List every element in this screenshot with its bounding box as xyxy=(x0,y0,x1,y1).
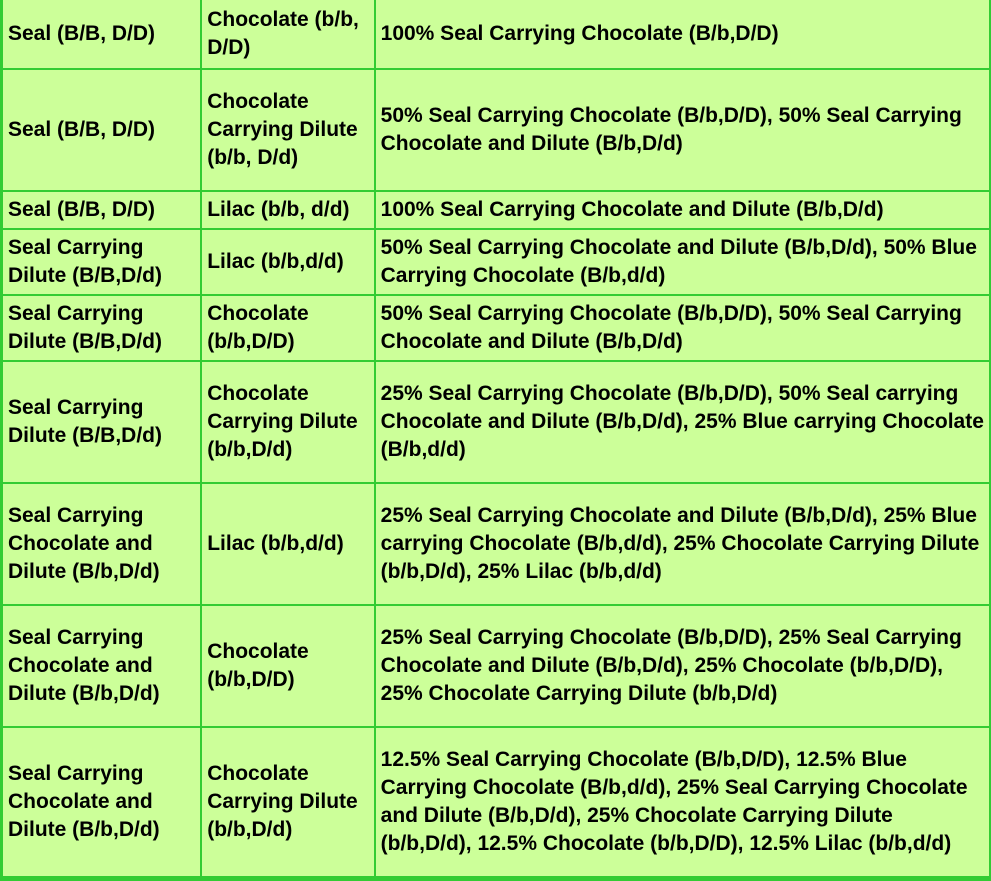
offspring-cell: 50% Seal Carrying Chocolate (B/b,D/D), 5… xyxy=(375,296,991,362)
parent2-cell: Chocolate Carrying Dilute (b/b, D/d) xyxy=(202,70,376,192)
offspring-cell: 50% Seal Carrying Chocolate (B/b,D/D), 5… xyxy=(375,70,991,192)
breeding-table: Seal (B/B, D/D) Chocolate (b/b, D/D) 100… xyxy=(3,0,991,878)
table-row: Seal Carrying Chocolate and Dilute (B/b,… xyxy=(3,484,991,606)
parent2-cell: Lilac (b/b, d/d) xyxy=(202,192,376,230)
parent1-cell: Seal Carrying Chocolate and Dilute (B/b,… xyxy=(3,606,203,728)
table-row: Seal (B/B, D/D) Chocolate Carrying Dilut… xyxy=(3,70,991,192)
offspring-cell: 12.5% Seal Carrying Chocolate (B/b,D/D),… xyxy=(375,728,991,878)
parent1-cell: Seal (B/B, D/D) xyxy=(3,0,203,70)
table-row: Seal (B/B, D/D) Chocolate (b/b, D/D) 100… xyxy=(3,0,991,70)
parent1-cell: Seal Carrying Dilute (B/B,D/d) xyxy=(3,296,203,362)
table-row: Seal Carrying Dilute (B/B,D/d) Lilac (b/… xyxy=(3,230,991,296)
parent1-cell: Seal Carrying Chocolate and Dilute (B/b,… xyxy=(3,484,203,606)
parent2-cell: Lilac (b/b,d/d) xyxy=(202,484,376,606)
offspring-cell: 100% Seal Carrying Chocolate and Dilute … xyxy=(375,192,991,230)
table-row: Seal Carrying Dilute (B/B,D/d) Chocolate… xyxy=(3,296,991,362)
parent1-cell: Seal (B/B, D/D) xyxy=(3,70,203,192)
parent1-cell: Seal Carrying Dilute (B/B,D/d) xyxy=(3,230,203,296)
parent2-cell: Chocolate (b/b, D/D) xyxy=(202,0,376,70)
offspring-cell: 25% Seal Carrying Chocolate (B/b,D/D), 5… xyxy=(375,362,991,484)
offspring-cell: 100% Seal Carrying Chocolate (B/b,D/D) xyxy=(375,0,991,70)
table-row: Seal Carrying Chocolate and Dilute (B/b,… xyxy=(3,606,991,728)
offspring-cell: 25% Seal Carrying Chocolate (B/b,D/D), 2… xyxy=(375,606,991,728)
parent2-cell: Chocolate (b/b,D/D) xyxy=(202,296,376,362)
parent2-cell: Chocolate Carrying Dilute (b/b,D/d) xyxy=(202,362,376,484)
table-row: Seal Carrying Chocolate and Dilute (B/b,… xyxy=(3,728,991,878)
offspring-cell: 25% Seal Carrying Chocolate and Dilute (… xyxy=(375,484,991,606)
parent1-cell: Seal (B/B, D/D) xyxy=(3,192,203,230)
parent2-cell: Lilac (b/b,d/d) xyxy=(202,230,376,296)
parent2-cell: Chocolate (b/b,D/D) xyxy=(202,606,376,728)
offspring-cell: 50% Seal Carrying Chocolate and Dilute (… xyxy=(375,230,991,296)
table-row: Seal (B/B, D/D) Lilac (b/b, d/d) 100% Se… xyxy=(3,192,991,230)
parent1-cell: Seal Carrying Chocolate and Dilute (B/b,… xyxy=(3,728,203,878)
parent1-cell: Seal Carrying Dilute (B/B,D/d) xyxy=(3,362,203,484)
table-row: Seal Carrying Dilute (B/B,D/d) Chocolate… xyxy=(3,362,991,484)
parent2-cell: Chocolate Carrying Dilute (b/b,D/d) xyxy=(202,728,376,878)
